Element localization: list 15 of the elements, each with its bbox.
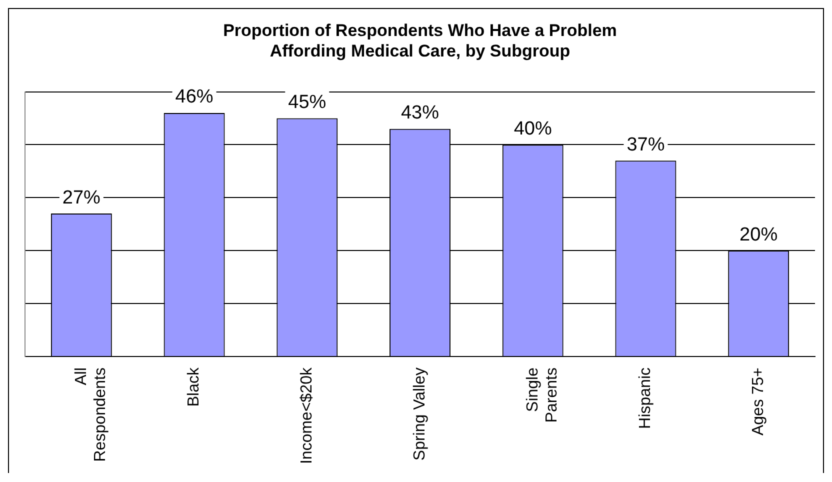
x-tick-label: Black (186, 366, 203, 407)
x-tick-label: All Respondents (72, 367, 110, 462)
x-tick-label: Single Parents (524, 367, 560, 423)
x-tick-label: Ages 75+ (750, 367, 767, 436)
data-label: 43% (400, 102, 440, 124)
data-label: 37% (626, 134, 665, 156)
data-label: 40% (514, 118, 552, 140)
chart-title: Proportion of Respondents Who Have a Problem Affording Medical Care, by Subgroup (223, 20, 617, 60)
x-tick-label: Spring Valley (411, 367, 428, 461)
x-tick-label: Income<$20k (298, 366, 316, 464)
data-label: 46% (175, 86, 214, 108)
data-label: 27% (62, 187, 101, 208)
data-label: 20% (740, 224, 778, 246)
x-tick-label: Hispanic (637, 367, 654, 429)
data-label: 45% (288, 92, 326, 114)
